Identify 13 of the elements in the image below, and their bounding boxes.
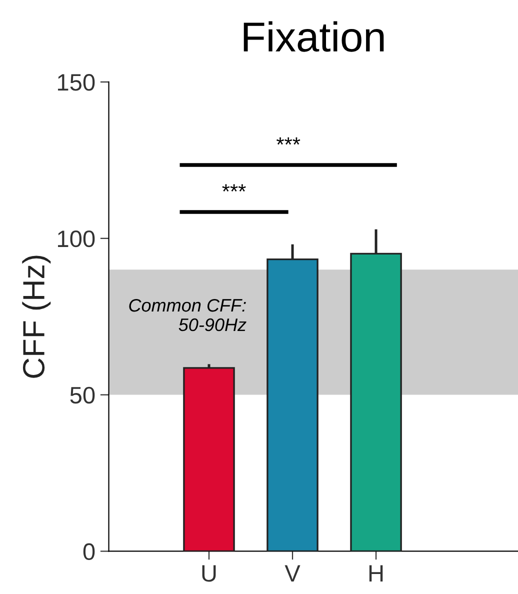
x-tick-label: H: [369, 565, 383, 582]
band-label: Common CFF: 50-90Hz: [129, 298, 246, 332]
x-tick-label: U: [202, 565, 216, 582]
annotation: ***: [276, 137, 300, 145]
annotation: ***: [222, 184, 246, 192]
chart-title: Fixation: [244, 21, 384, 52]
y-tick-label: 0: [83, 543, 95, 560]
y-tick-label: 150: [58, 74, 95, 91]
y-tick-label: 50: [70, 386, 95, 404]
y-tick-label: 100: [58, 230, 95, 248]
x-tick-label: V: [284, 565, 300, 582]
y-axis-title: CFF (Hz): [22, 256, 51, 378]
bar: [183, 367, 235, 552]
